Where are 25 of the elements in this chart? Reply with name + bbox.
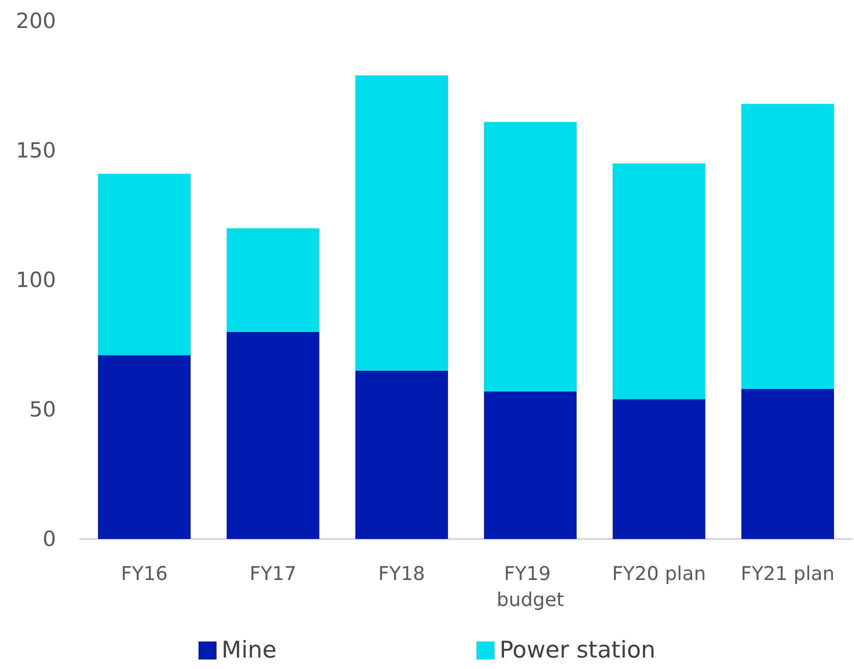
bar [612,163,706,400]
x-tick-label: FY21 plan [740,563,835,585]
legend-label: Power station [499,638,656,664]
y-tick-label: 100 [16,268,56,292]
bar [98,355,191,539]
bar [612,399,706,539]
x-tick-label: FY18 [378,563,426,585]
y-tick-label: 150 [16,138,56,162]
legend-label: Mine [222,638,276,664]
y-tick-label: 50 [29,398,56,422]
bar [484,122,577,392]
bar [355,75,448,371]
x-tick-label: FY19 budget [496,563,564,611]
bar [98,174,191,356]
bar [741,388,834,539]
bar [226,332,320,539]
y-tick-label: 0 [42,527,56,551]
bar [741,104,834,389]
x-tick-label: FY20 plan [612,563,706,585]
bar [355,370,448,539]
x-tick-label: FY16 [120,563,168,585]
y-tick-label: 200 [16,9,56,33]
bar [484,391,577,539]
x-tick-label: FY17 [250,563,296,585]
bar [226,228,320,332]
